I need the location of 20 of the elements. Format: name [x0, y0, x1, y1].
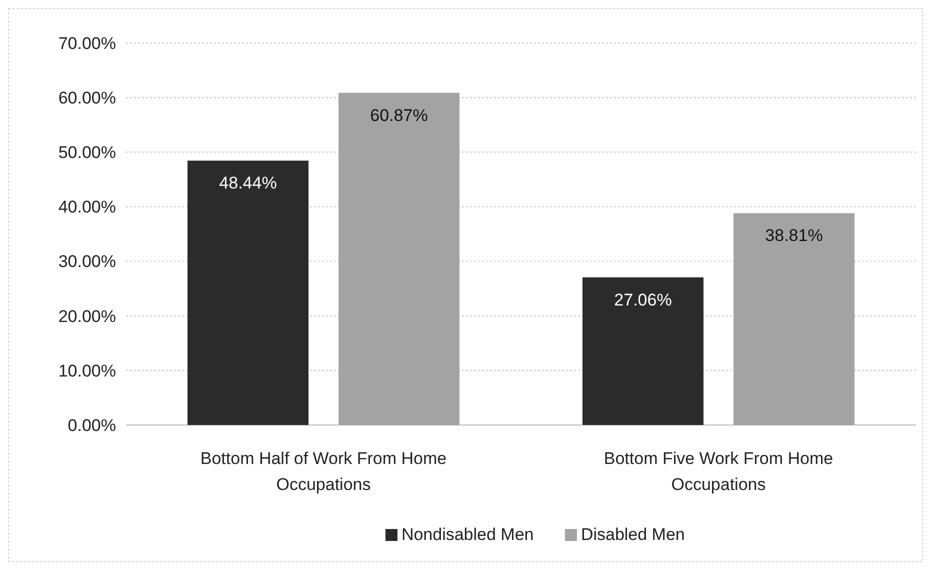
x-tick-label: Bottom Half of Work From Home Occupations	[200, 449, 447, 494]
y-tick-label: 50.00%	[58, 143, 116, 162]
data-label: 60.87%	[370, 106, 428, 125]
legend-label: Disabled Men	[580, 525, 685, 544]
bar	[188, 160, 308, 425]
y-tick-label: 30.00%	[58, 252, 116, 272]
y-tick-label: 0.00%	[68, 416, 116, 435]
y-tick-label: 70.00%	[58, 34, 116, 53]
bar	[338, 92, 460, 425]
data-label: 38.81%	[765, 226, 823, 246]
bar	[582, 277, 704, 425]
y-tick-label: 10.00%	[58, 361, 116, 380]
y-tick-label: 40.00%	[58, 198, 116, 217]
data-label: 27.06%	[614, 290, 672, 310]
legend-label: Nondisabled Men	[401, 525, 534, 544]
data-label: 48.44%	[219, 174, 277, 193]
bar	[734, 213, 854, 425]
y-tick-label: 60.00%	[58, 88, 116, 108]
x-tick-label: Bottom Five Work From Home Occupations	[604, 449, 834, 494]
y-tick-label: 20.00%	[58, 306, 116, 326]
